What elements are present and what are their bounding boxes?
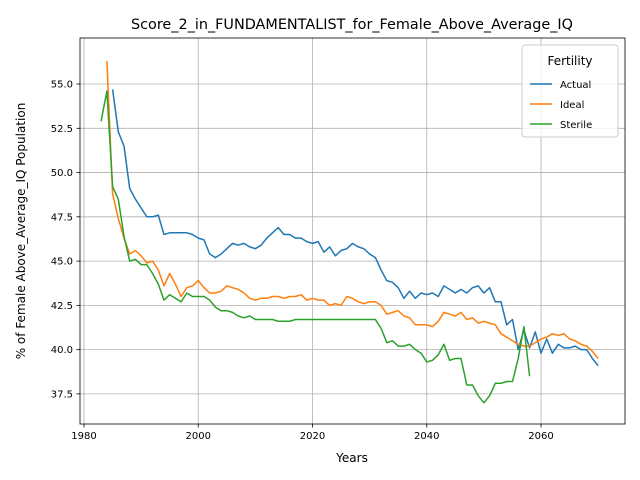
legend-title: Fertility: [547, 54, 592, 68]
legend-box: [521, 44, 619, 138]
y-tick-label: 37.5: [51, 389, 73, 400]
x-tick-label: 2000: [186, 431, 211, 442]
y-axis-label: % of Female Above_Average_IQ Population: [14, 103, 28, 360]
series-line-sterile: [100, 90, 531, 404]
y-tick-label: 45.0: [51, 257, 73, 268]
y-tick-label: 50.0: [51, 168, 73, 179]
plot-area-frame: [79, 37, 626, 425]
legend-label-actual: Actual: [560, 80, 591, 91]
y-tick-label: 52.5: [51, 124, 73, 135]
series-line-ideal: [106, 60, 599, 359]
x-tick-label: 2020: [300, 431, 325, 442]
y-tick-label: 42.5: [51, 301, 73, 312]
chart-title: Score_2_in_FUNDAMENTALIST_for_Female_Abo…: [131, 17, 573, 33]
legend-label-ideal: Ideal: [560, 100, 584, 111]
x-tick-label: 2040: [414, 431, 439, 442]
y-tick-label: 40.0: [51, 345, 73, 356]
x-tick-label: 2060: [528, 431, 553, 442]
x-axis-label: Years: [335, 451, 368, 465]
x-axis-ticks: 1980 2000 2020 2040 2060: [71, 424, 554, 442]
legend: Fertility Actual Ideal Sterile: [521, 44, 619, 138]
legend-label-sterile: Sterile: [560, 120, 592, 131]
legend-items: Actual Ideal Sterile: [530, 80, 592, 131]
y-axis-ticks: 37.5 40.0 42.5 45.0 47.5 50.0 52.5 55.0: [51, 80, 80, 400]
y-tick-label: 47.5: [51, 212, 73, 223]
series-lines: [100, 60, 599, 404]
y-tick-label: 55.0: [51, 80, 73, 91]
x-tick-label: 1980: [71, 431, 96, 442]
grid-lines: [80, 38, 625, 424]
